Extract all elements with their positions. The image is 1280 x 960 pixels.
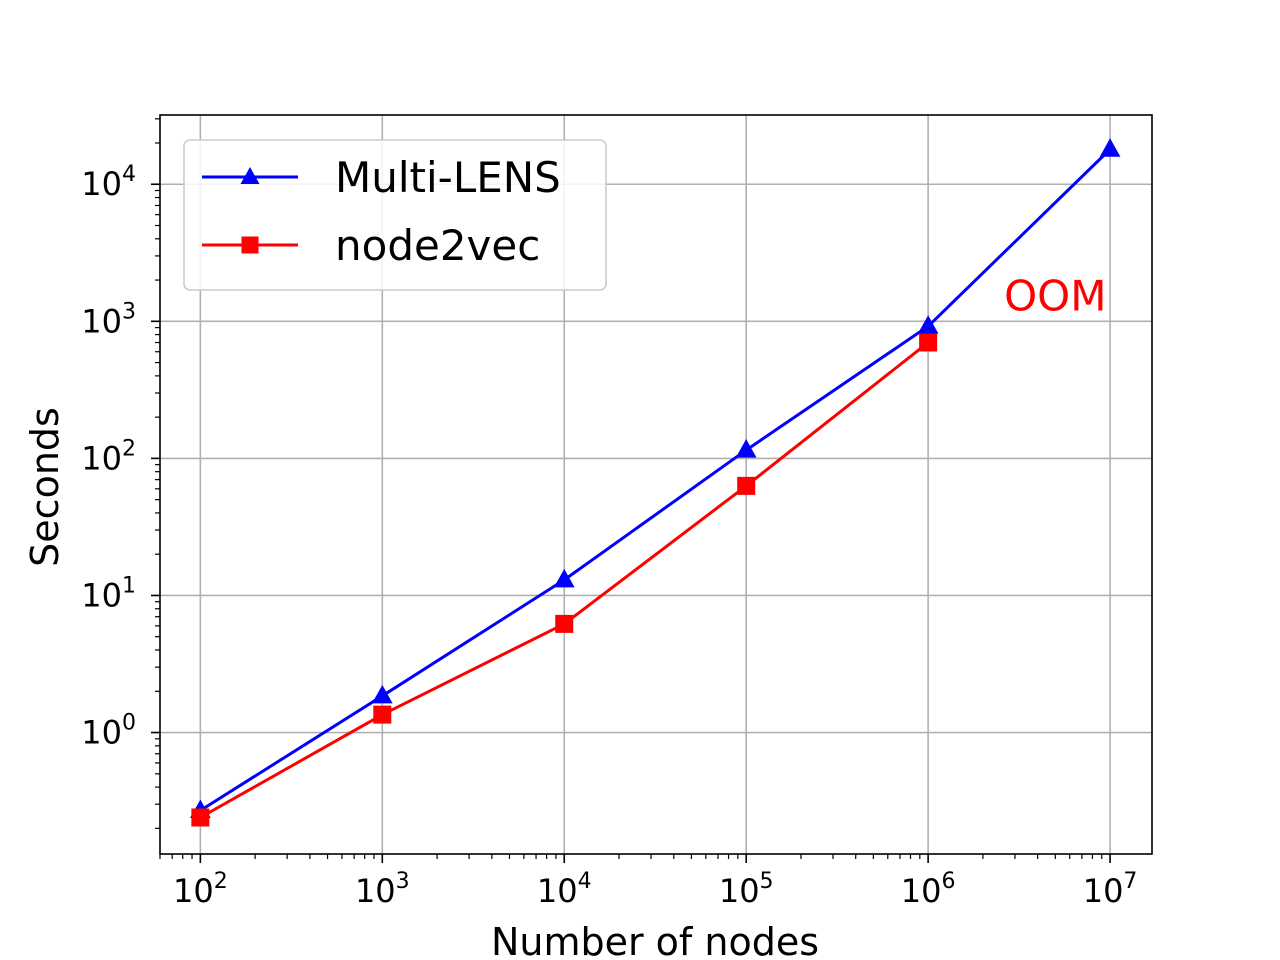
x-tick-label: 104 (537, 869, 592, 910)
x-tick-label: 105 (719, 869, 774, 910)
data-point-multi-lens (917, 315, 939, 334)
annotation-label: OOM (1004, 271, 1106, 320)
x-tick-label: 107 (1083, 869, 1138, 910)
x-axis-label: Number of nodes (491, 920, 819, 960)
x-tick-label: 102 (173, 869, 228, 910)
x-tick-label: 106 (901, 869, 956, 910)
data-point-multi-lens (371, 684, 393, 704)
series-line-multi-lens (199, 148, 1112, 812)
x-tick-label: 103 (355, 869, 410, 910)
annotations: OOM (1004, 271, 1106, 320)
data-point-multi-lens (1099, 138, 1121, 157)
y-tick-label: 104 (81, 162, 136, 203)
data-point-node2vec (919, 333, 938, 352)
plot-frame (159, 114, 1153, 855)
legend-marker-triangle-icon (240, 167, 260, 184)
y-axis-label: Seconds (23, 407, 67, 567)
y-tick-label: 103 (81, 299, 136, 340)
data-point-multi-lens (553, 568, 575, 588)
legend-label-multi-lens: Multi-LENS (335, 153, 561, 202)
data-point-node2vec (373, 705, 392, 724)
legend-entry-node2vec: node2vec (202, 221, 540, 270)
y-tick-label: 102 (81, 436, 136, 477)
legend-label-node2vec: node2vec (335, 221, 540, 270)
y-tick-label: 101 (81, 573, 136, 614)
legend: Multi-LENS node2vec (183, 139, 607, 291)
legend-entry-multi-lens: Multi-LENS (202, 153, 561, 202)
tick-labels: 102 103 104 105 106 107 100 101 102 103 104 (81, 162, 1137, 910)
series-node2vec (191, 333, 938, 827)
minor-ticks (155, 118, 1103, 859)
legend-marker-square-icon (241, 236, 259, 254)
series-layer (190, 138, 1121, 827)
major-ticks (151, 183, 1111, 863)
data-point-node2vec (555, 614, 574, 633)
data-point-node2vec (191, 808, 210, 827)
data-point-node2vec (737, 476, 756, 495)
data-point-multi-lens (735, 439, 757, 458)
y-tick-label: 100 (81, 711, 136, 752)
